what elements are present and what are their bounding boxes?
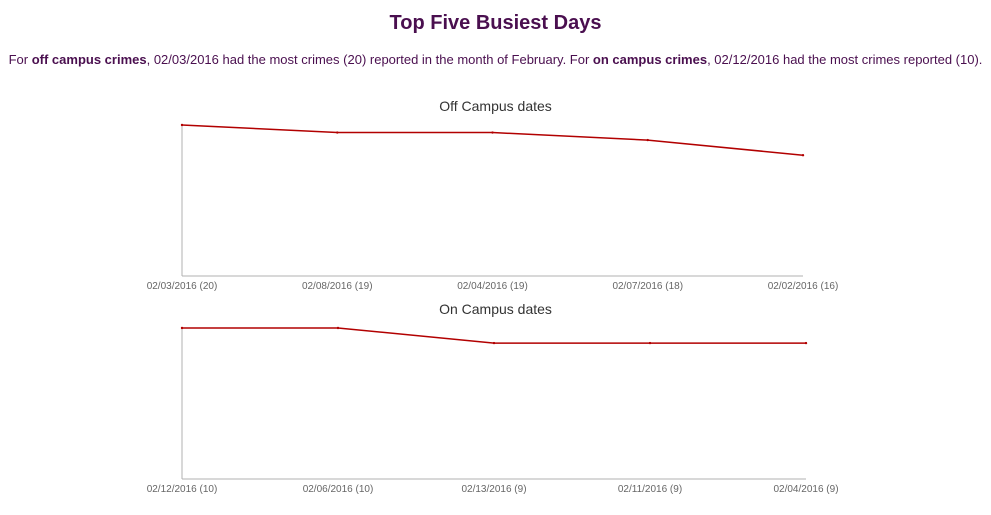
off-campus-data-point [646,138,649,142]
summary-part-3: , 02/12/2016 had the most crimes reporte… [707,52,983,67]
on-campus-series-line [182,327,806,344]
off-campus-line-chart: 02/03/2016 (20) 02/08/2016 (19) 02/04/2016… [147,123,839,292]
summary-on-campus-label: on campus crimes [592,52,708,67]
on-campus-x-tick-label: 02/12/2016 (10) [147,484,218,495]
on-campus-data-point [648,341,652,345]
on-campus-data-point [180,326,184,330]
on-campus-x-tick-label: 02/06/2016 (10) [303,484,374,495]
off-campus-x-tick-label: 02/03/2016 (20) [147,281,218,292]
off-campus-x-tick-label: 02/02/2016 (16) [768,281,839,292]
off-campus-chart-title: Off Campus dates [439,98,552,114]
summary-off-campus-label: off campus crimes [31,52,147,67]
off-campus-x-tick-label: 02/07/2016 (18) [612,281,683,292]
off-campus-x-tick-label: 02/08/2016 (19) [302,281,373,292]
on-campus-x-tick-label: 02/04/2016 (9) [773,484,838,495]
off-campus-x-tick-label: 02/04/2016 (19) [457,281,528,292]
off-campus-data-point [801,154,805,157]
on-campus-line-chart: 02/12/2016 (10) 02/06/2016 (10) 02/13/2016… [147,326,839,495]
summary-part-1: For [8,52,32,67]
on-campus-chart-title: On Campus dates [439,301,552,317]
on-campus-data-point [804,341,808,345]
off-campus-series-line [181,124,804,156]
off-campus-data-point [491,131,494,134]
off-campus-data-point [336,131,339,134]
on-campus-x-tick-label: 02/11/2016 (9) [618,484,682,495]
page-title: Top Five Busiest Days [389,12,602,34]
on-campus-x-tick-label: 02/13/2016 (9) [461,484,526,495]
summary-text: For off campus crimes, 02/03/2016 had th… [0,52,991,67]
on-campus-data-point [492,341,496,345]
summary-part-2: , 02/03/2016 had the most crimes (20) re… [146,52,593,67]
on-campus-data-point [336,326,340,330]
off-campus-data-point [180,123,184,127]
